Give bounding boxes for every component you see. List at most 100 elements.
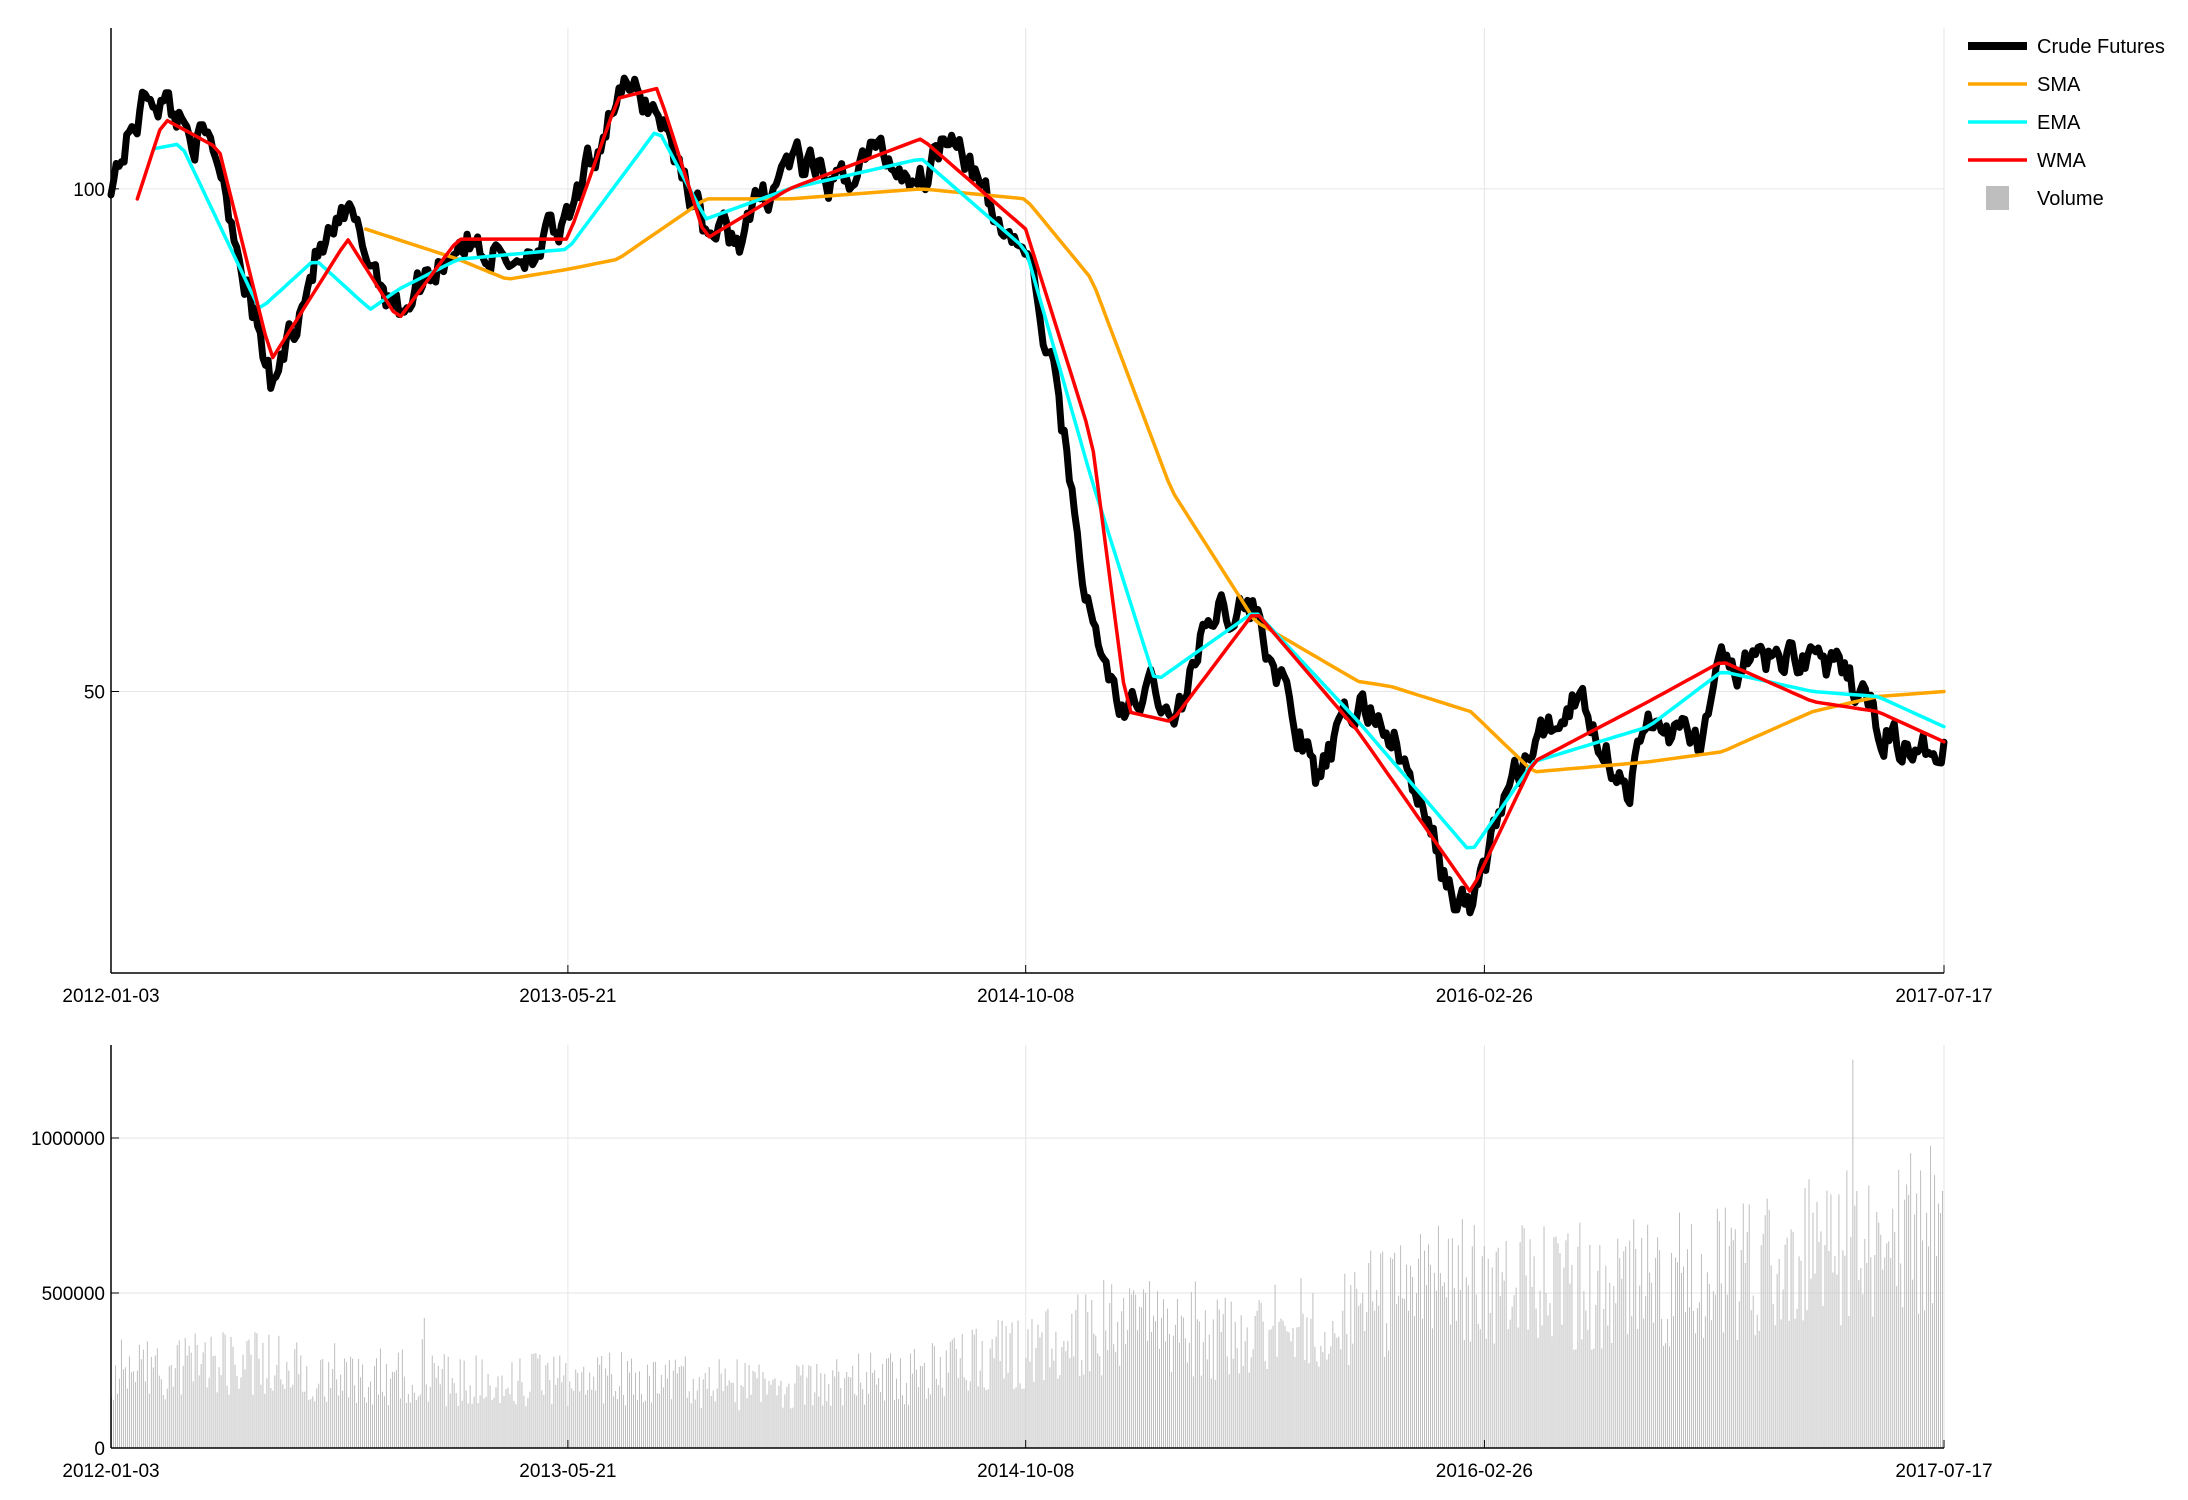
- volume-bar: [1778, 1259, 1780, 1448]
- volume-bar: [1842, 1250, 1844, 1448]
- volume-bar: [1872, 1316, 1874, 1448]
- volume-bar: [748, 1365, 750, 1448]
- volume-bar: [1489, 1313, 1491, 1448]
- volume-bar: [1848, 1316, 1850, 1448]
- volume-bar: [1704, 1316, 1706, 1448]
- volume-bar: [1830, 1194, 1832, 1448]
- volume-bar: [1551, 1336, 1553, 1448]
- volume-bar: [688, 1391, 690, 1448]
- volume-bar: [1164, 1341, 1166, 1448]
- volume-bar: [1093, 1333, 1095, 1448]
- volume-bar: [1720, 1283, 1722, 1448]
- volume-bar: [539, 1354, 541, 1448]
- volume-bar: [1920, 1170, 1922, 1448]
- volume-bar: [214, 1355, 216, 1448]
- volume-bar: [1380, 1253, 1382, 1448]
- volume-bar: [870, 1352, 872, 1448]
- volume-bar: [1449, 1324, 1451, 1448]
- volume-bar: [1599, 1245, 1601, 1448]
- volume-bar: [1463, 1340, 1465, 1448]
- volume-bar: [820, 1373, 822, 1448]
- volume-bar: [1579, 1222, 1581, 1448]
- volume-bar: [680, 1365, 682, 1448]
- volume-bar: [1041, 1332, 1043, 1448]
- volume-bar: [1918, 1313, 1920, 1448]
- volume-bar: [1133, 1290, 1135, 1448]
- volume-bar: [1182, 1317, 1184, 1448]
- volume-x-tick-label: 2016-02-26: [1436, 1461, 1533, 1482]
- volume-bar: [1886, 1243, 1888, 1448]
- volume-bar: [1338, 1336, 1340, 1448]
- volume-bar: [1904, 1199, 1906, 1448]
- price-x-tick-label: 2014-10-08: [977, 986, 1074, 1007]
- volume-bar: [328, 1362, 330, 1448]
- volume-bar: [738, 1410, 740, 1448]
- volume-bar: [814, 1392, 816, 1448]
- volume-bar: [1280, 1318, 1282, 1448]
- volume-bar: [1714, 1294, 1716, 1448]
- volume-bar: [1059, 1375, 1061, 1448]
- volume-bar: [282, 1384, 284, 1448]
- volume-bar: [1541, 1325, 1543, 1448]
- volume-bar: [1049, 1367, 1051, 1448]
- volume-bar: [1894, 1232, 1896, 1448]
- volume-bar: [557, 1378, 559, 1448]
- volume-bar: [704, 1373, 706, 1448]
- volume-bar: [1641, 1238, 1643, 1448]
- volume-bar: [1304, 1360, 1306, 1448]
- volume-bar: [1802, 1320, 1804, 1448]
- volume-bar: [1151, 1331, 1153, 1448]
- volume-bar: [1804, 1188, 1806, 1448]
- volume-bar: [413, 1392, 415, 1448]
- volume-bar: [250, 1354, 252, 1448]
- volume-bar: [806, 1377, 808, 1448]
- volume-bar: [1001, 1320, 1003, 1448]
- volume-bar: [1190, 1292, 1192, 1448]
- volume-bar: [1406, 1264, 1408, 1448]
- volume-bar: [1467, 1285, 1469, 1448]
- volume-bar: [1443, 1282, 1445, 1448]
- volume-bar: [1178, 1342, 1180, 1448]
- volume-bar: [973, 1334, 975, 1448]
- volume-bar: [1358, 1305, 1360, 1448]
- volume-bar: [722, 1391, 724, 1448]
- volume-bar: [196, 1345, 198, 1448]
- volume-bar: [1607, 1325, 1609, 1448]
- volume-bar: [734, 1402, 736, 1448]
- volume-bar: [1360, 1303, 1362, 1448]
- volume-bar: [491, 1400, 493, 1448]
- volume-bar: [1533, 1256, 1535, 1448]
- volume-bar: [1770, 1265, 1772, 1448]
- volume-bar: [164, 1399, 166, 1448]
- volume-bar: [1818, 1242, 1820, 1448]
- volume-bar: [963, 1377, 965, 1448]
- volume-bar: [332, 1369, 334, 1448]
- volume-bar: [1681, 1273, 1682, 1448]
- volume-bar: [338, 1395, 340, 1448]
- volume-bar: [1236, 1348, 1238, 1448]
- volume-bar: [469, 1385, 471, 1448]
- volume-bar: [921, 1366, 923, 1448]
- volume-bar: [1348, 1365, 1350, 1448]
- volume-bar: [1063, 1340, 1065, 1448]
- volume-bar: [670, 1399, 672, 1448]
- volume-bar: [527, 1397, 529, 1448]
- volume-bar: [1230, 1301, 1232, 1448]
- volume-bar: [1537, 1338, 1539, 1448]
- volume-bar: [499, 1403, 501, 1448]
- volume-bar: [1529, 1239, 1531, 1448]
- volume-bar: [1346, 1333, 1348, 1448]
- volume-bar: [1844, 1255, 1846, 1448]
- volume-bar: [915, 1369, 917, 1448]
- volume-bar: [585, 1394, 587, 1448]
- volume-bar: [1429, 1264, 1431, 1448]
- volume-bar: [621, 1352, 623, 1448]
- volume-bar: [979, 1370, 981, 1448]
- volume-bar: [1057, 1378, 1059, 1448]
- volume-bar: [559, 1355, 561, 1448]
- volume-bar: [1292, 1327, 1294, 1448]
- volume-bar: [589, 1372, 591, 1448]
- volume-bar: [977, 1386, 979, 1448]
- volume-bar: [238, 1388, 240, 1448]
- volume-bar: [1013, 1389, 1015, 1448]
